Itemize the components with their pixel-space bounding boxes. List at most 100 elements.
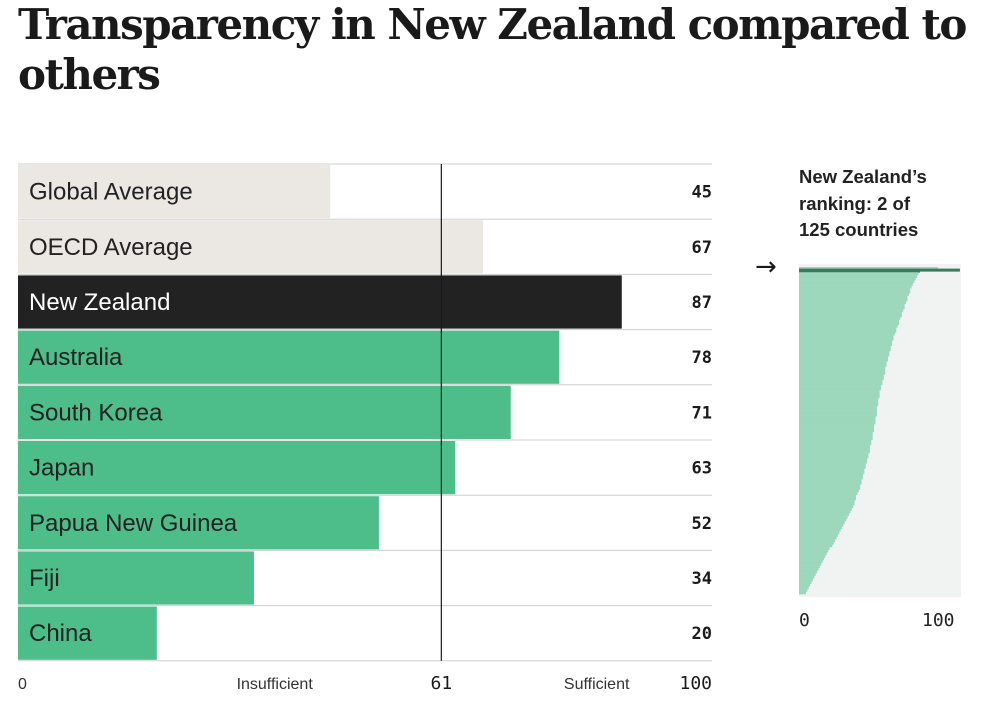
ranking-bar <box>799 536 837 540</box>
bar-japan <box>18 441 456 495</box>
ranking-bar <box>799 290 911 294</box>
bar-label: New Zealand <box>29 289 170 316</box>
ranking-bar <box>799 557 825 561</box>
ranking-marker-line <box>799 268 960 272</box>
ranking-bar <box>799 586 809 590</box>
value-label: 52 <box>692 514 712 534</box>
ranking-bar <box>799 350 890 354</box>
value-label: 71 <box>692 403 712 423</box>
ranking-bar <box>799 301 907 305</box>
ranking-bar <box>799 583 811 587</box>
ranking-bar <box>799 280 915 284</box>
ranking-bar <box>799 476 863 480</box>
ranking-bar <box>799 457 868 461</box>
ranking-bar <box>799 295 908 299</box>
bar-label: China <box>29 620 92 647</box>
ranking-bar <box>799 267 938 271</box>
ranking-bar <box>799 559 823 564</box>
ranking-bar <box>799 437 873 441</box>
ranking-title-line-2: ranking: 2 of <box>799 192 911 214</box>
ranking-bar <box>799 311 902 315</box>
ranking-bar <box>799 418 876 422</box>
ranking-bar <box>799 272 919 276</box>
ranking-bar <box>799 468 865 472</box>
ranking-bar <box>799 337 894 341</box>
ranking-bar <box>799 567 819 571</box>
ranking-bar <box>799 444 870 448</box>
x-axis: 0 Insufficient 61 Sufficient 100 <box>18 673 712 694</box>
ranking-bar <box>799 499 855 503</box>
ranking-bar <box>799 450 870 454</box>
ranking-bar <box>799 447 870 451</box>
ranking-bar <box>799 369 886 373</box>
ranking-bar <box>799 410 877 414</box>
ranking-bar <box>799 324 898 328</box>
value-label: 78 <box>692 348 712 368</box>
ranking-bar <box>799 505 854 509</box>
bars-group: Global Average 45 OECD Average 67 New Zealan… <box>18 163 712 662</box>
bar-south-korea <box>18 385 511 439</box>
bar-global-average <box>18 165 331 219</box>
ranking-distribution-chart <box>799 264 961 597</box>
ranking-bar <box>799 578 813 582</box>
ranking-bar <box>799 413 877 417</box>
ranking-bar <box>799 507 852 511</box>
ranking-bar <box>799 389 880 393</box>
right-arrow-icon: → <box>755 252 777 282</box>
ranking-bar <box>799 397 879 401</box>
axis-label-sufficient: Sufficient <box>564 676 630 693</box>
axis-label-threshold: 61 <box>430 673 452 694</box>
ranking-bar <box>799 531 840 535</box>
axis-label-insufficient: Insufficient <box>237 676 314 693</box>
ranking-bar <box>799 541 834 545</box>
ranking-bar <box>799 539 836 543</box>
ranking-title-line-1: New Zealand’s <box>799 166 927 187</box>
ranking-bar <box>799 512 850 516</box>
ranking-bar <box>799 544 833 548</box>
bar-label: Australia <box>29 344 123 371</box>
bar-label: South Korea <box>29 399 163 426</box>
ranking-bar <box>799 510 851 514</box>
ranking-bar <box>799 285 912 289</box>
ranking-bar <box>799 408 877 412</box>
ranking-bar <box>799 486 861 490</box>
ranking-bar <box>799 361 887 365</box>
bar-label: Papua New Guinea <box>29 510 238 537</box>
ranking-bar <box>799 363 887 367</box>
ranking-bar <box>799 494 856 498</box>
bar-label: Global Average <box>29 179 193 206</box>
ranking-bar <box>799 332 895 336</box>
ranking-bar <box>799 358 888 362</box>
axis-label-max: 100 <box>679 673 712 694</box>
ranking-bar <box>799 374 884 378</box>
ranking-bar <box>799 549 829 553</box>
ranking-bar <box>799 573 816 577</box>
ranking-bar <box>799 282 913 286</box>
bar-papua-new-guinea <box>18 496 379 550</box>
ranking-bar <box>799 515 848 519</box>
ranking-bar <box>799 473 863 477</box>
ranking-bar <box>799 316 901 320</box>
ranking-title: New Zealand’s ranking: 2 of 125 countrie… <box>799 164 979 244</box>
value-label: 45 <box>692 183 712 203</box>
axis-label-min: 0 <box>18 676 27 693</box>
ranking-bar <box>799 591 806 595</box>
ranking-bar <box>799 303 905 307</box>
ranking-bar <box>799 434 873 438</box>
bar-australia <box>18 330 560 384</box>
ranking-bar <box>799 306 905 310</box>
ranking-bar <box>799 405 877 409</box>
value-label: 20 <box>692 624 712 644</box>
ranking-bar <box>799 533 838 537</box>
ranking-bar <box>799 366 886 370</box>
ranking-bar <box>799 371 886 375</box>
ranking-bar <box>799 423 875 427</box>
ranking-bar <box>799 489 859 493</box>
ranking-bar <box>799 460 868 464</box>
ranking-bar <box>799 552 827 556</box>
ranking-title-line-3: 125 countries <box>799 219 919 240</box>
value-label: 67 <box>692 238 712 258</box>
ranking-bar <box>799 335 894 339</box>
bar-china <box>18 606 157 660</box>
